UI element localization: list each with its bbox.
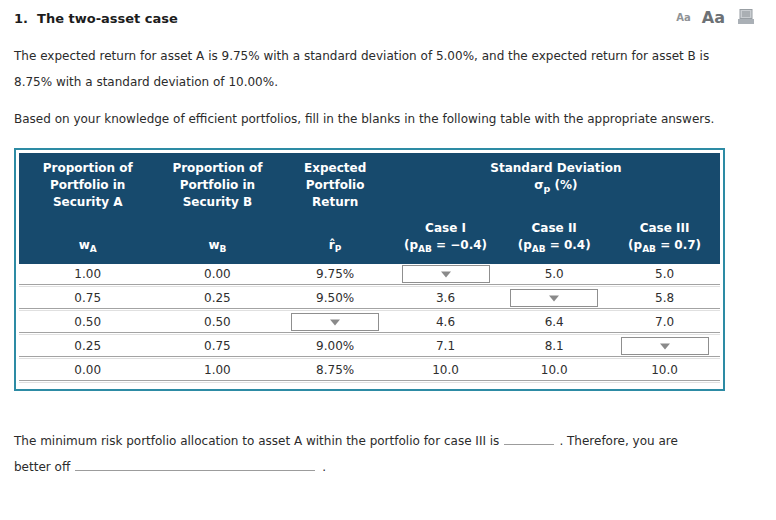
text-size-large-button[interactable]: Aa — [702, 10, 725, 26]
col-header-expected-return: Expected Portfolio Return — [278, 160, 392, 211]
table-cell — [609, 337, 720, 355]
table-cell: 10.0 — [499, 363, 609, 377]
table-cell — [392, 265, 499, 283]
table-cell — [278, 313, 392, 331]
table-cell: 7.0 — [609, 315, 720, 329]
answer-dropdown-r3-return[interactable] — [291, 313, 379, 331]
table-cell: 0.00 — [19, 363, 156, 377]
table-cell: 6.4 — [499, 315, 609, 329]
col-symbol-wa: wA — [19, 237, 156, 258]
col-header-security-b: Proportion of Portfolio in Security B — [156, 160, 278, 211]
text-size-small-button[interactable]: Aa — [676, 13, 691, 23]
col-rho-case1: (pAB = −0.4) — [392, 237, 499, 258]
table-cell: 1.00 — [19, 267, 156, 281]
answer-dropdown-r4-case3[interactable] — [621, 337, 709, 355]
assignment-page: 1. The two-asset case Aa Aa The expected… — [0, 0, 776, 480]
toolbar: Aa Aa — [676, 9, 762, 26]
intro-paragraph: The expected return for asset A is 9.75%… — [14, 43, 770, 95]
page-title: 1. The two-asset case — [14, 9, 178, 26]
col-header-standard-deviation: Standard Deviation σp (%) — [392, 160, 720, 211]
table-cell: 0.00 — [156, 267, 278, 281]
table-cell: 5.0 — [499, 267, 609, 281]
chevron-down-icon — [549, 296, 559, 302]
table-cell: 7.1 — [392, 339, 499, 353]
table-cell: 0.25 — [156, 291, 278, 305]
table-cell: 9.75% — [278, 267, 392, 281]
print-icon[interactable] — [736, 9, 756, 26]
chevron-down-icon — [330, 320, 340, 326]
col-header-case1: Case I — [392, 220, 499, 237]
table-row: 0.25 0.75 9.00% 7.1 8.1 — [19, 336, 720, 356]
question-text: The minimum risk portfolio allocation to… — [14, 428, 770, 480]
col-rho-case2: (pAB = 0.4) — [499, 237, 609, 258]
col-rho-case3: (pAB = 0.7) — [609, 237, 720, 258]
question-line1: The minimum risk portfolio allocation to… — [14, 434, 499, 448]
table-cell: 9.00% — [278, 339, 392, 353]
table-cell: 10.0 — [609, 363, 720, 377]
title-row: 1. The two-asset case Aa Aa — [14, 9, 762, 26]
table-row: 0.75 0.25 9.50% 3.6 5.8 — [19, 288, 720, 308]
col-symbol-rp: r̂P — [278, 237, 392, 258]
table-row: 1.00 0.00 9.75% 5.0 5.0 — [19, 264, 720, 284]
col-header-security-a: Proportion of Portfolio in Security A — [19, 160, 156, 211]
table-header: Proportion of Portfolio in Security A Pr… — [19, 153, 720, 264]
table-cell: 0.50 — [19, 315, 156, 329]
instruction-paragraph: Based on your knowledge of efficient por… — [14, 106, 770, 132]
question-line2: better off — [14, 460, 70, 474]
portfolio-table: Proportion of Portfolio in Security A Pr… — [14, 148, 725, 391]
table-cell: 5.0 — [609, 267, 720, 281]
table-cell: 8.75% — [278, 363, 392, 377]
answer-blank-case3-allocation — [504, 432, 554, 445]
table-cell: 0.75 — [19, 291, 156, 305]
col-header-case2: Case II — [499, 220, 609, 237]
answer-blank-better-off — [75, 458, 315, 471]
table-row: 0.50 0.50 4.6 6.4 7.0 — [19, 312, 720, 332]
table-cell: 10.0 — [392, 363, 499, 377]
answer-dropdown-r1-case1[interactable] — [402, 265, 490, 283]
answer-dropdown-r2-case2[interactable] — [510, 289, 598, 307]
chevron-down-icon — [660, 344, 670, 350]
table-cell: 1.00 — [156, 363, 278, 377]
table-cell: 4.6 — [392, 315, 499, 329]
table-cell: 3.6 — [392, 291, 499, 305]
table-cell: 5.8 — [609, 291, 720, 305]
table-cell: 9.50% — [278, 291, 392, 305]
table-cell — [499, 289, 609, 307]
table-cell: 0.25 — [19, 339, 156, 353]
chevron-down-icon — [441, 272, 451, 278]
table-cell: 0.75 — [156, 339, 278, 353]
col-symbol-wb: wB — [156, 237, 278, 258]
table-cell: 0.50 — [156, 315, 278, 329]
table-row: 0.00 1.00 8.75% 10.0 10.0 10.0 — [19, 360, 720, 380]
table-cell: 8.1 — [499, 339, 609, 353]
col-header-case3: Case III — [609, 220, 720, 237]
